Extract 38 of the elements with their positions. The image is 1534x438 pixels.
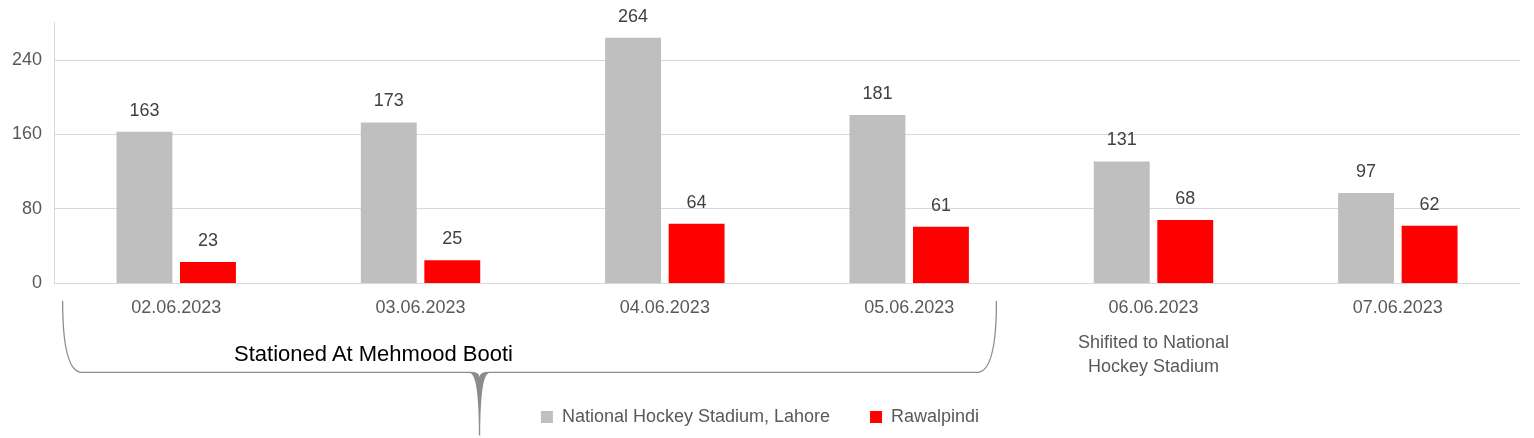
- y-tick-label: 0: [32, 272, 43, 293]
- text: Shifited to National Hockey Stadium: [1076, 331, 1231, 378]
- bar: [180, 261, 236, 283]
- bar: [912, 226, 969, 283]
- text: Stationed At Mehmood Booti: [234, 341, 513, 368]
- data-label: 173: [373, 90, 404, 111]
- legend-label: National Hockey Stadium, Lahore: [561, 405, 831, 426]
- bar: [1338, 193, 1395, 283]
- x-tick-label: 06.06.2023: [1108, 297, 1199, 318]
- bar: [849, 114, 906, 283]
- x-tick-label: 02.06.2023: [131, 297, 222, 318]
- bar: [360, 122, 417, 283]
- bar: [116, 131, 173, 283]
- x-tick-label: 07.06.2023: [1352, 297, 1443, 318]
- data-label: 163: [129, 99, 160, 120]
- y-tick-label: 80: [22, 197, 43, 218]
- bar: [1401, 225, 1458, 283]
- data-label: 68: [1175, 188, 1196, 209]
- bar: [668, 223, 725, 283]
- bar: [1093, 161, 1150, 283]
- data-label: 23: [197, 229, 218, 250]
- bar: [424, 260, 481, 283]
- data-label: 64: [686, 191, 707, 212]
- y-tick-label: 240: [11, 49, 43, 69]
- data-label: 181: [862, 82, 893, 103]
- x-tick-label: 05.06.2023: [864, 297, 955, 318]
- x-tick-label: 04.06.2023: [619, 297, 710, 318]
- data-label: 61: [930, 194, 951, 215]
- data-label: 62: [1419, 193, 1440, 214]
- data-label: 264: [618, 5, 649, 26]
- legend-label: Rawalpindi: [891, 405, 980, 426]
- data-label: 97: [1356, 161, 1377, 182]
- data-label: 131: [1106, 129, 1137, 150]
- y-tick-label: 160: [11, 123, 43, 144]
- bar: [605, 37, 662, 283]
- bar: [1157, 220, 1214, 283]
- data-label: 25: [442, 228, 463, 249]
- x-tick-label: 03.06.2023: [375, 297, 466, 318]
